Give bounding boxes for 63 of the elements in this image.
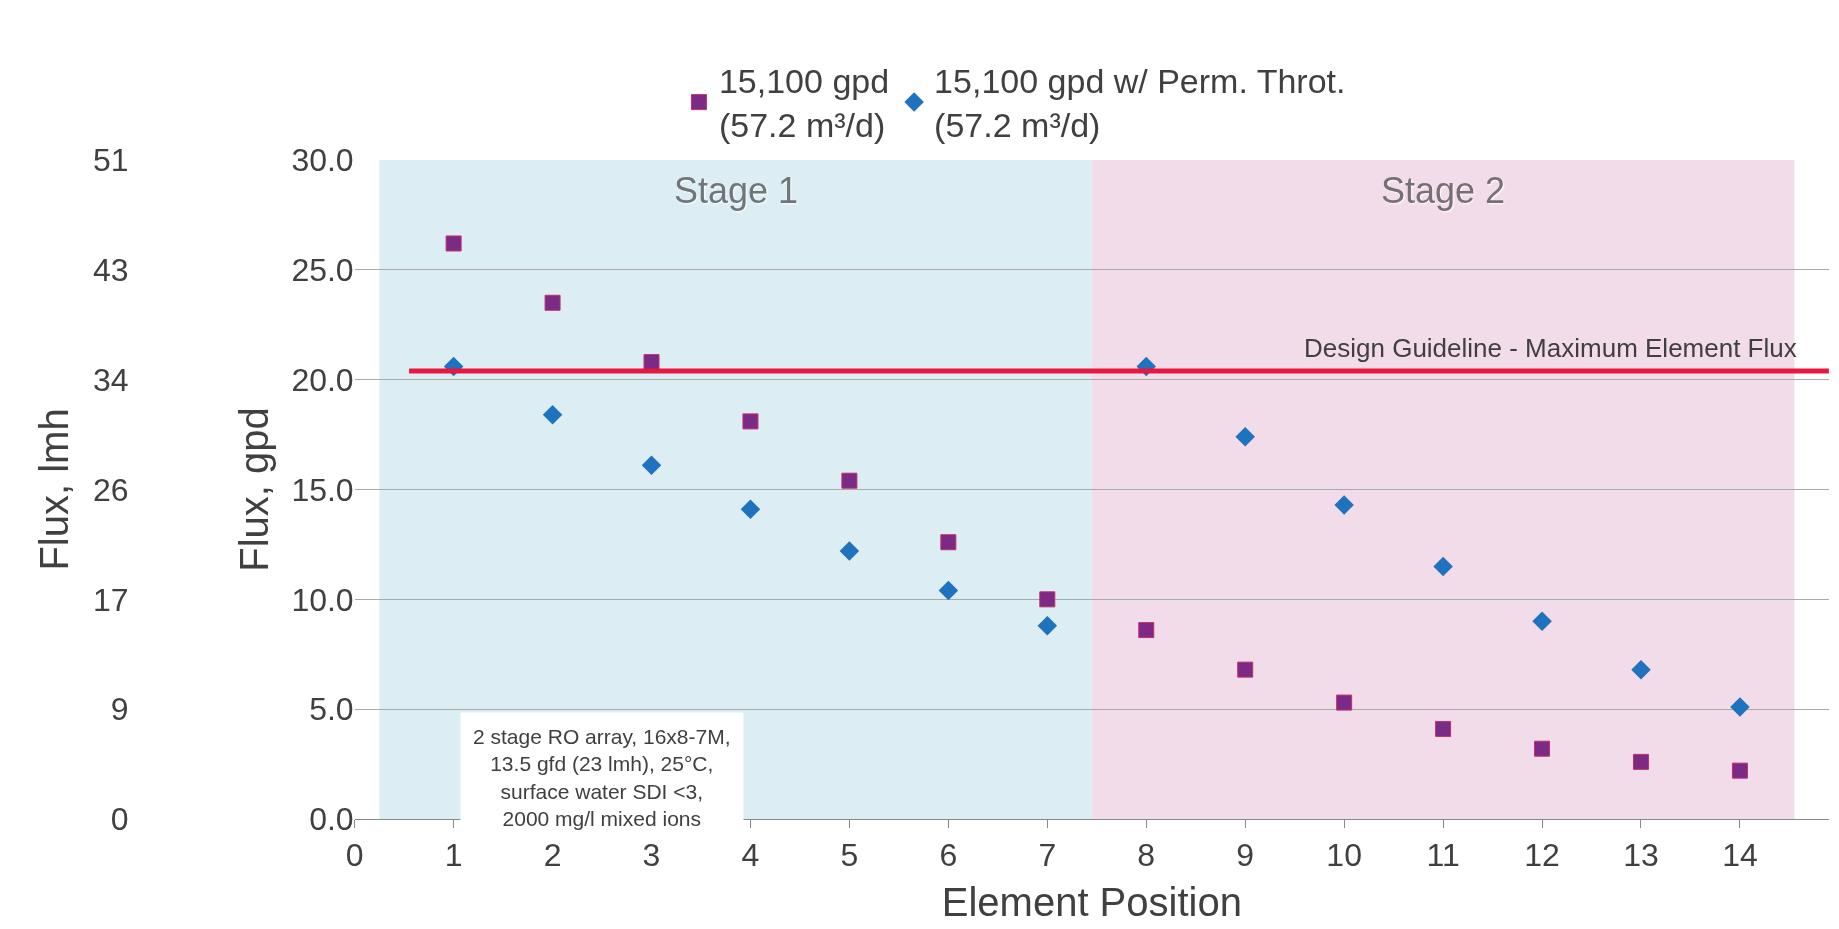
x-tick-label: 14: [1722, 837, 1758, 874]
point: [1334, 495, 1354, 515]
point: [1237, 661, 1254, 678]
x-tick-label: 6: [939, 837, 958, 874]
y-tick-label: 10.0: [291, 581, 354, 618]
y2-tick-label: 17: [92, 581, 129, 618]
point: [1435, 720, 1452, 737]
point: [1235, 427, 1255, 447]
point: [1433, 556, 1453, 577]
y-axis-title: Flux, gpd: [231, 407, 276, 572]
y-tick-label: 30.0: [291, 142, 354, 179]
point: [1534, 740, 1551, 757]
x-tick-label: 10: [1326, 837, 1362, 874]
x-tick-label: 0: [345, 837, 364, 874]
point: [839, 541, 860, 561]
ref-line-label: Design Guideline - Maximum Element Flux: [1304, 333, 1797, 363]
point: [742, 413, 759, 430]
point: [641, 455, 662, 476]
y2-tick-label: 26: [92, 471, 129, 508]
y-tick-label: 25.0: [291, 252, 354, 289]
legend-label: 15,100 gpd (57.2 m³/d): [718, 62, 890, 145]
point: [740, 499, 761, 520]
point: [1138, 622, 1155, 639]
point: [1631, 659, 1651, 680]
band-label: Stage 1: [674, 170, 799, 211]
point: [445, 235, 462, 252]
legend-label: 15,100 gpd w/ Perm. Throt. (57.2 m³/d): [934, 62, 1346, 145]
point: [940, 534, 957, 551]
y-tick-label: 0.0: [309, 801, 354, 838]
y-tick-label: 20.0: [291, 361, 354, 398]
x-tick-label: 5: [840, 837, 859, 874]
y2-tick-label: 51: [92, 142, 129, 179]
point: [1632, 753, 1649, 770]
x-axis-title: Element Position: [941, 879, 1242, 924]
x-tick-label: 13: [1623, 837, 1659, 874]
y2-tick-label: 0: [110, 801, 129, 838]
point: [1532, 611, 1552, 632]
point: [542, 405, 563, 425]
y2-tick-label: 43: [92, 252, 129, 289]
y2-axis-title: Flux, lmh: [32, 408, 77, 571]
annotation: 2 stage RO array, 16x8-7M, 13.5 gfd (23 lmh), 25°C, surface water SDI <3, 2000 mg/l mixed ions: [473, 725, 731, 830]
y2-tick-label: 9: [110, 691, 129, 728]
point: [938, 580, 959, 601]
x-tick-label: 7: [1038, 837, 1057, 874]
x-tick-label: 1: [444, 837, 463, 874]
point: [1039, 591, 1056, 608]
point: [544, 294, 561, 311]
point: [841, 472, 858, 489]
x-tick-label: 11: [1426, 837, 1460, 874]
x-tick-label: 9: [1236, 837, 1255, 874]
y2-tick-label: 34: [92, 361, 129, 398]
band-label: Stage 2: [1381, 170, 1506, 211]
point: [1730, 697, 1750, 717]
x-tick-label: 4: [741, 837, 760, 874]
x-tick-label: 3: [642, 837, 661, 874]
x-tick-label: 8: [1137, 837, 1156, 874]
point: [1336, 694, 1353, 711]
y-tick-label: 15.0: [291, 471, 354, 508]
x-tick-label: 12: [1524, 837, 1560, 874]
x-tick-label: 2: [543, 837, 562, 874]
point: [1037, 615, 1058, 636]
y-tick-label: 5.0: [309, 691, 354, 728]
point: [1731, 762, 1748, 779]
